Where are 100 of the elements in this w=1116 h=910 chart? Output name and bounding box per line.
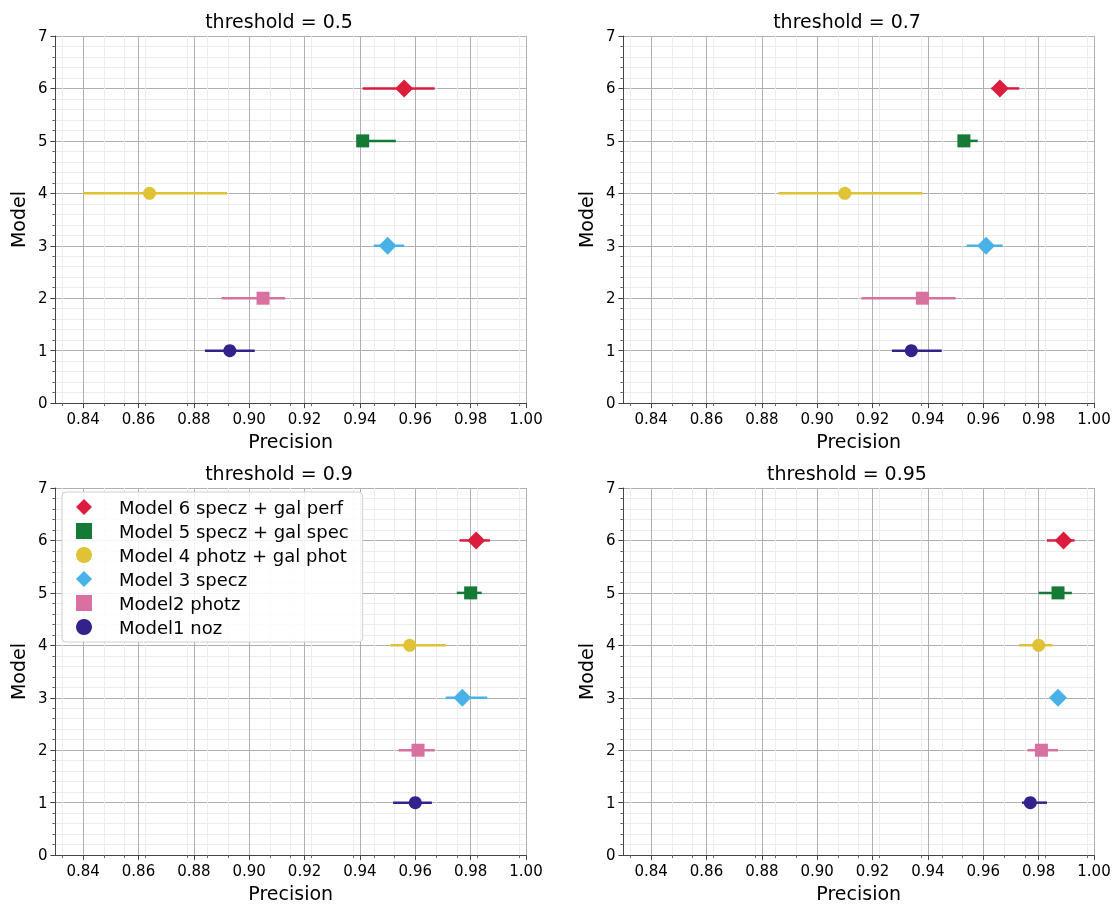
point — [1054, 531, 1073, 550]
point — [395, 79, 414, 98]
x-tick-label: 0.92 — [855, 861, 890, 880]
y-tick-label: 0 — [37, 394, 48, 413]
x-tick-label: 0.84 — [634, 861, 668, 880]
x-tick-label: 0.84 — [634, 409, 668, 428]
point — [838, 186, 852, 200]
y-tick-label: 0 — [37, 846, 48, 865]
x-tick-label: 0.96 — [966, 861, 1000, 880]
x-tick-label: 0.88 — [745, 409, 779, 428]
point — [467, 531, 486, 550]
x-tick-label: 0.96 — [398, 409, 432, 428]
y-tick-label: 2 — [605, 741, 616, 760]
point — [990, 79, 1009, 98]
y-axis-title: Model — [6, 191, 29, 249]
chart-title: threshold = 0.5 — [205, 9, 353, 32]
y-tick-label: 5 — [605, 131, 616, 150]
y-tick-label: 2 — [37, 741, 48, 760]
legend-label: Model 3 specz — [119, 568, 248, 590]
chart-title: threshold = 0.9 — [205, 461, 353, 484]
y-tick-label: 4 — [37, 636, 48, 655]
y-tick-label: 1 — [37, 793, 48, 812]
point — [411, 743, 425, 757]
legend-label: Model1 noz — [119, 616, 223, 638]
chart-title: threshold = 0.95 — [767, 461, 927, 484]
y-tick-label: 4 — [605, 636, 616, 655]
point — [957, 134, 971, 148]
y-tick-label: 6 — [37, 531, 48, 550]
y-tick-label: 7 — [37, 27, 48, 45]
point — [464, 586, 478, 600]
x-tick-label: 0.98 — [453, 409, 488, 428]
y-tick-label: 5 — [605, 583, 616, 602]
x-tick-label: 0.86 — [689, 861, 724, 880]
y-tick-label: 3 — [605, 236, 616, 255]
x-tick-label: 0.92 — [287, 409, 322, 428]
y-tick-label: 1 — [37, 341, 48, 360]
point — [453, 688, 472, 707]
chart-title: threshold = 0.7 — [773, 9, 921, 32]
y-tick-label: 4 — [37, 184, 48, 203]
x-axis-title: Precision — [248, 881, 334, 904]
point — [143, 186, 157, 200]
x-tick-label: 0.98 — [1021, 861, 1056, 880]
y-tick-label: 6 — [37, 79, 48, 98]
y-tick-label: 5 — [37, 131, 48, 150]
y-tick-label: 7 — [37, 479, 48, 497]
y-tick-label: 3 — [605, 688, 616, 707]
legend-label: Model2 photz — [119, 592, 241, 614]
y-tick-label: 6 — [605, 79, 616, 98]
x-tick-label: 0.96 — [398, 861, 432, 880]
y-tick-label: 3 — [37, 688, 48, 707]
x-tick-label: 0.96 — [966, 409, 1000, 428]
point — [904, 344, 918, 358]
x-tick-label: 1.00 — [509, 409, 543, 428]
y-tick-label: 2 — [605, 289, 616, 308]
x-tick-label: 0.86 — [121, 861, 156, 880]
x-tick-label: 0.88 — [745, 861, 779, 880]
x-tick-label: 0.90 — [800, 861, 834, 880]
point — [1034, 743, 1048, 757]
legend-label: Model 4 photz + gal phot — [119, 544, 347, 566]
y-tick-label: 0 — [605, 846, 616, 865]
legend-label: Model 5 specz + gal spec — [119, 520, 349, 542]
x-tick-label: 0.90 — [800, 409, 834, 428]
point — [356, 134, 370, 148]
x-tick-label: 0.86 — [689, 409, 724, 428]
y-tick-label: 6 — [605, 531, 616, 550]
point — [403, 638, 417, 652]
x-tick-label: 0.94 — [343, 409, 377, 428]
y-tick-label: 5 — [37, 583, 48, 602]
point — [378, 236, 397, 255]
y-tick-label: 4 — [605, 184, 616, 203]
point — [223, 344, 237, 358]
x-tick-label: 0.94 — [911, 861, 945, 880]
y-axis-title: Model — [574, 191, 597, 249]
x-tick-label: 0.84 — [66, 861, 100, 880]
y-axis-title: Model — [574, 643, 597, 701]
x-tick-label: 0.88 — [177, 861, 211, 880]
y-tick-label: 1 — [605, 341, 616, 360]
x-tick-label: 0.92 — [855, 409, 890, 428]
x-tick-label: 1.00 — [1077, 861, 1111, 880]
point — [915, 291, 929, 305]
point — [256, 291, 270, 305]
point — [1032, 638, 1046, 652]
x-tick-label: 0.98 — [1021, 409, 1056, 428]
y-tick-label: 1 — [605, 793, 616, 812]
y-tick-label: 2 — [37, 289, 48, 308]
x-tick-label: 1.00 — [509, 861, 543, 880]
x-tick-label: 0.90 — [232, 861, 266, 880]
x-tick-label: 0.86 — [121, 409, 156, 428]
point — [1051, 586, 1065, 600]
x-tick-label: 0.94 — [343, 861, 377, 880]
point — [1023, 796, 1037, 810]
x-axis-title: Precision — [248, 429, 334, 452]
y-axis-title: Model — [6, 643, 29, 701]
x-tick-label: 1.00 — [1077, 409, 1111, 428]
point — [977, 236, 996, 255]
x-tick-label: 0.92 — [287, 861, 322, 880]
y-tick-label: 7 — [605, 27, 616, 45]
x-tick-label: 0.84 — [66, 409, 100, 428]
x-tick-label: 0.88 — [177, 409, 211, 428]
legend-label: Model 6 specz + gal perf — [119, 496, 344, 518]
